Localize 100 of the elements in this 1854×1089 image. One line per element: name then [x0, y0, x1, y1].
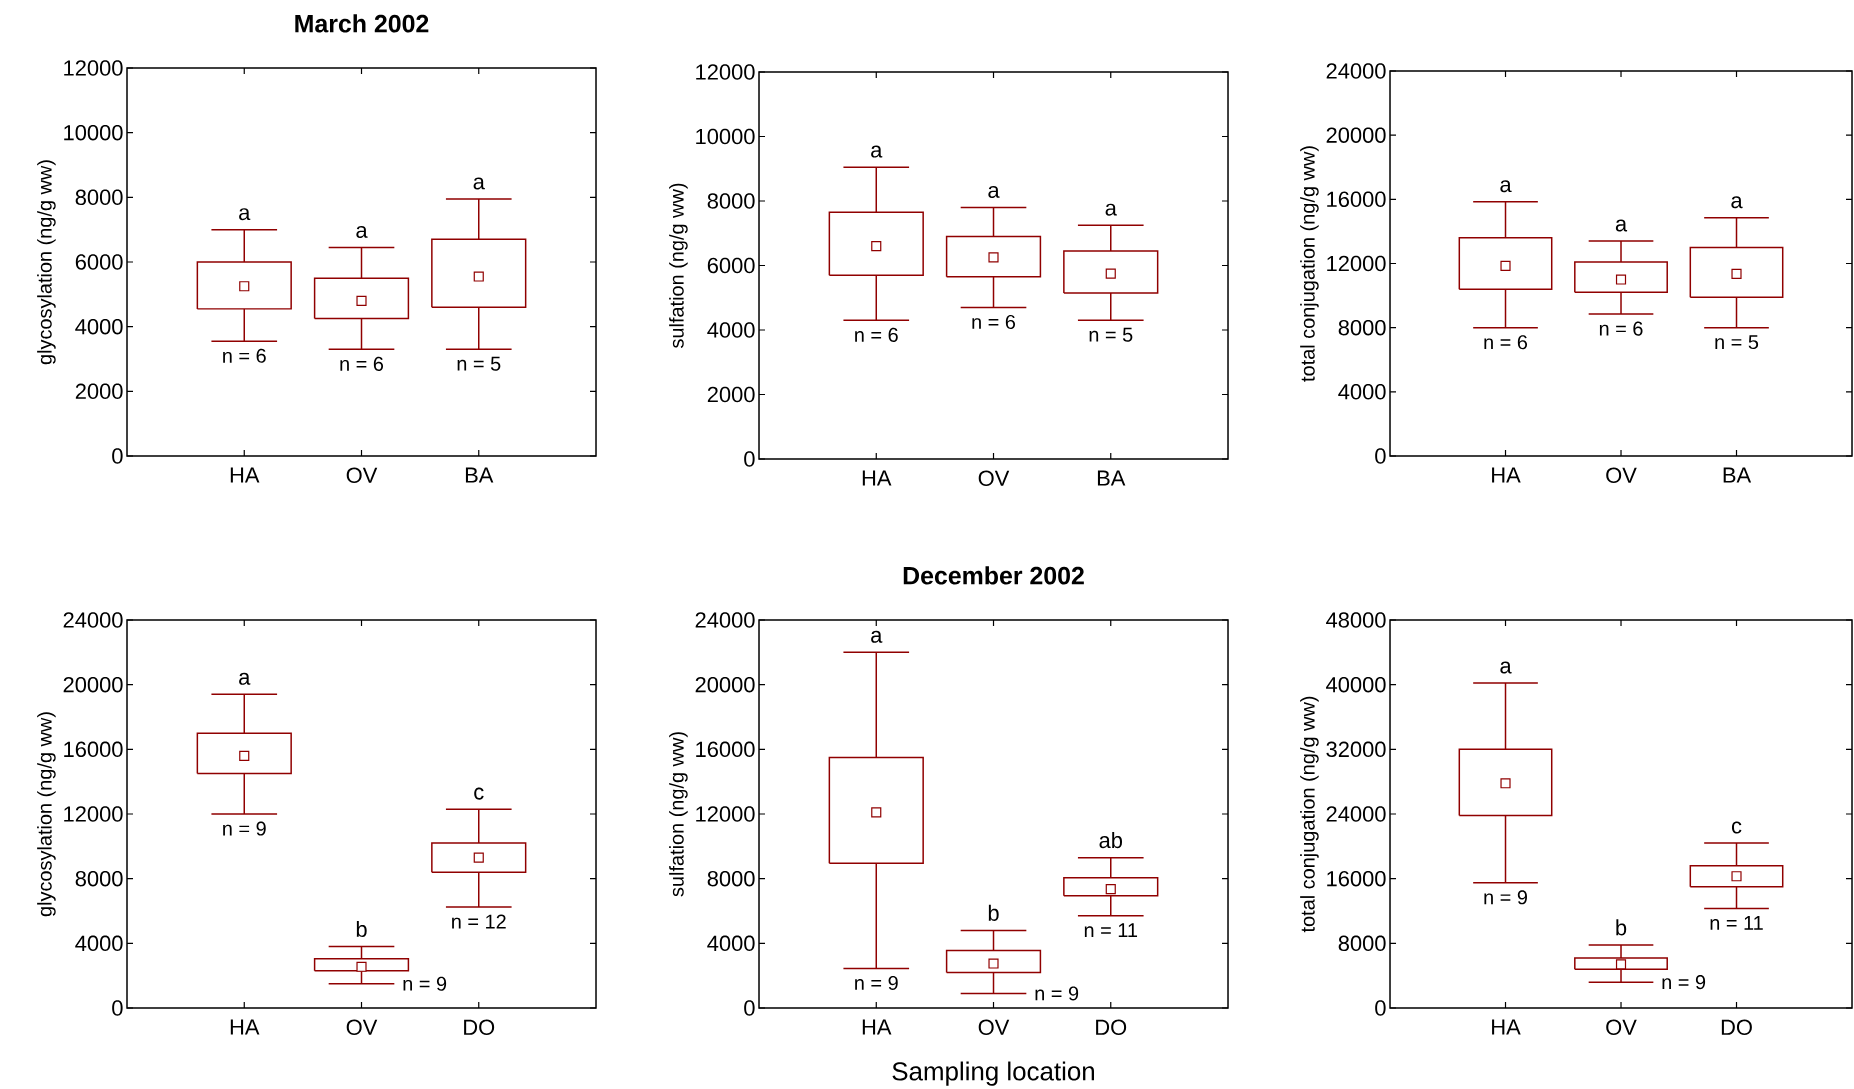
- y-tick-label: 4000: [707, 935, 755, 952]
- y-axis-title: glycosylation (ng/g ww): [37, 160, 56, 365]
- y-axis-title: total conjugation (ng/g ww): [1300, 146, 1319, 382]
- annotation: a: [871, 145, 883, 158]
- annotation: n = 9: [1662, 975, 1706, 990]
- annotation: n = 11: [1084, 923, 1138, 938]
- x-tick-label: HA: [230, 467, 260, 483]
- y-tick-label: 10000: [696, 128, 755, 145]
- y-tick-label: 12000: [64, 60, 123, 76]
- y-tick-label: 8000: [1338, 319, 1386, 336]
- annotation: a: [871, 630, 883, 643]
- y-tick-label: 16000: [696, 741, 755, 758]
- annotation: n = 5: [1715, 335, 1759, 350]
- x-tick-label: HA: [862, 470, 892, 486]
- y-tick-label: 48000: [1326, 612, 1386, 628]
- x-tick-label: DO: [464, 1019, 495, 1036]
- annotation: b: [356, 920, 367, 938]
- annotation: n = 9: [855, 975, 898, 991]
- chart-title: March 2002: [295, 14, 429, 33]
- y-tick-label: 10000: [64, 124, 123, 141]
- y-tick-label: 0: [112, 448, 123, 464]
- y-tick-label: 20000: [63, 676, 123, 693]
- x-tick-label: OV: [978, 1019, 1010, 1036]
- y-tick-label: 0: [1375, 1000, 1386, 1016]
- chart-title: December 2002: [903, 566, 1084, 585]
- x-tick-label: OV: [346, 1019, 378, 1036]
- annotation: c: [1731, 821, 1742, 834]
- y-axis-title: total conjugation (ng/g ww): [1300, 696, 1319, 933]
- y-axis-title: sulfation (ng/g ww): [669, 183, 688, 349]
- x-tick-label: BA: [1723, 467, 1752, 483]
- x-tick-label: OV: [1606, 1019, 1637, 1036]
- annotation: a: [239, 208, 251, 221]
- annotation: b: [988, 904, 999, 921]
- y-tick-label: 12000: [696, 64, 755, 80]
- annotation: a: [1615, 219, 1628, 232]
- y-tick-label: 20000: [1326, 127, 1386, 143]
- y-tick-label: 6000: [75, 254, 123, 270]
- y-tick-label: 0: [744, 451, 755, 467]
- y-axis-title: sulfation (ng/g ww): [669, 732, 688, 897]
- y-tick-label: 24000: [63, 612, 123, 628]
- annotation: n = 6: [1484, 335, 1528, 350]
- y-tick-label: 16000: [1327, 191, 1386, 208]
- y-tick-label: 8000: [1338, 935, 1386, 952]
- y-tick-label: 2000: [707, 386, 755, 403]
- x-tick-label: OV: [978, 470, 1010, 487]
- x-tick-label: HA: [1492, 1019, 1521, 1035]
- y-tick-label: 32000: [1326, 741, 1386, 758]
- y-tick-label: 12000: [696, 806, 755, 822]
- annotation: a: [1105, 203, 1117, 216]
- annotation: n = 5: [457, 356, 501, 371]
- y-tick-label: 24000: [695, 612, 755, 628]
- y-tick-label: 24000: [1326, 806, 1386, 822]
- y-tick-label: 4000: [707, 322, 755, 338]
- y-tick-label: 12000: [64, 806, 123, 822]
- y-tick-label: 40000: [1326, 676, 1386, 693]
- y-tick-label: 16000: [1327, 870, 1386, 887]
- annotation: ab: [1099, 832, 1123, 849]
- y-tick-label: 0: [112, 1000, 123, 1016]
- annotation: n = 9: [1035, 986, 1079, 1001]
- annotation: a: [988, 185, 1000, 198]
- x-tick-label: HA: [862, 1019, 892, 1035]
- y-tick-label: 16000: [64, 741, 123, 758]
- annotation: n = 12: [452, 914, 506, 929]
- x-tick-label: BA: [465, 467, 494, 483]
- y-axis-title: glycosylation (ng/g ww): [37, 712, 56, 917]
- x-tick-label: OV: [1606, 467, 1637, 484]
- annotation: a: [239, 672, 251, 685]
- annotation: c: [474, 787, 484, 800]
- x-tick-label: HA: [1492, 467, 1521, 483]
- x-tick-label: DO: [1096, 1019, 1127, 1036]
- y-tick-label: 8000: [75, 870, 123, 887]
- x-axis-title: Sampling location: [892, 1061, 1094, 1086]
- annotation: n = 6: [855, 327, 898, 342]
- annotation: a: [1731, 196, 1743, 209]
- annotation: a: [356, 225, 368, 238]
- annotation: n = 11: [1710, 916, 1763, 930]
- y-tick-label: 20000: [695, 676, 755, 693]
- y-tick-label: 0: [744, 1000, 755, 1016]
- annotation: n = 5: [1089, 327, 1133, 342]
- annotation: a: [1500, 661, 1512, 674]
- annotation: a: [473, 177, 485, 190]
- annotation: n = 9: [403, 976, 447, 991]
- y-tick-label: 4000: [1338, 384, 1386, 400]
- y-tick-label: 8000: [707, 870, 755, 887]
- annotation: n = 9: [1484, 890, 1527, 905]
- x-tick-label: OV: [346, 467, 378, 484]
- annotation: n = 6: [972, 314, 1016, 330]
- y-tick-label: 2000: [75, 383, 123, 400]
- x-tick-label: HA: [230, 1019, 260, 1035]
- y-tick-label: 24000: [1326, 63, 1386, 79]
- y-tick-label: 4000: [75, 935, 123, 952]
- annotation: n = 9: [223, 821, 266, 836]
- x-tick-label: BA: [1097, 470, 1126, 486]
- y-tick-label: 12000: [1327, 255, 1386, 272]
- x-tick-label: DO: [1721, 1019, 1752, 1036]
- annotation: a: [1500, 180, 1512, 193]
- annotation: n = 6: [340, 356, 384, 371]
- y-tick-label: 8000: [75, 189, 123, 206]
- y-tick-label: 6000: [707, 257, 755, 274]
- y-tick-label: 4000: [75, 318, 123, 335]
